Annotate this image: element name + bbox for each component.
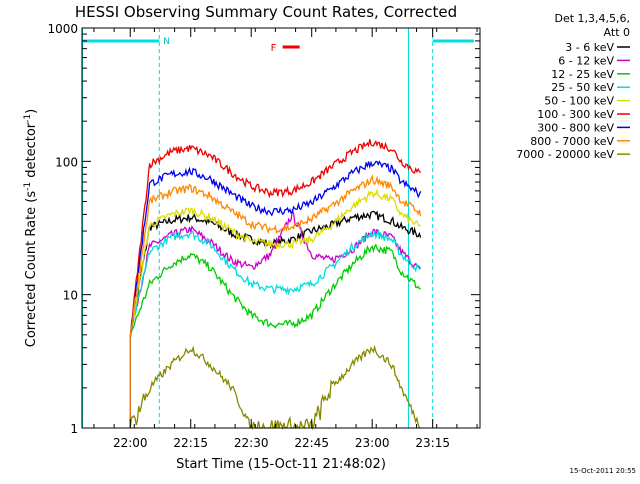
legend-label-1: 6 - 12 keV: [558, 54, 614, 67]
x-tick-label-4: 23:00: [355, 436, 390, 450]
y-tick-label-1: 10: [63, 289, 78, 303]
legend-label-5: 100 - 300 keV: [537, 108, 614, 121]
x-axis-label: Start Time (15-Oct-11 21:48:02): [176, 457, 386, 472]
y-tick-label-2: 100: [55, 155, 78, 169]
series-line-8: [129, 344, 421, 431]
y-tick-label-3: 1000: [47, 22, 78, 36]
series-line-7: [129, 174, 422, 428]
x-tick-label-0: 22:00: [113, 436, 148, 450]
legend-header-line1: Det 1,3,4,5,6,: [554, 12, 630, 25]
series-line-2: [129, 243, 421, 428]
x-tick-label-2: 22:30: [234, 436, 269, 450]
series-line-5: [129, 139, 422, 428]
chart-title: HESSI Observing Summary Count Rates, Cor…: [75, 3, 457, 21]
y-axis: 1 10 100 1000: [47, 22, 480, 436]
y-tick-label-0: 1: [70, 422, 78, 436]
y-axis-label: Corrected Count Rate (s-1 detector-1): [23, 109, 39, 347]
flare-label: F: [271, 43, 277, 54]
plot-area: NF: [82, 28, 474, 431]
legend-label-6: 300 - 800 keV: [537, 121, 614, 134]
legend-header-line2: Att 0: [604, 26, 630, 39]
series-line-6: [129, 160, 422, 428]
night-label: N: [163, 37, 170, 47]
series-line-3: [129, 229, 421, 428]
series-line-0: [129, 210, 422, 428]
y-axis-label-part3: ): [24, 109, 39, 114]
legend-label-0: 3 - 6 keV: [565, 41, 614, 54]
plot-frame: [81, 27, 481, 429]
y-axis-label-sup2: -1: [23, 114, 33, 123]
x-tick-label-1: 22:15: [173, 436, 208, 450]
legend-label-2: 12 - 25 keV: [551, 68, 614, 81]
legend-label-4: 50 - 100 keV: [544, 95, 614, 108]
generation-timestamp: 15-Oct-2011 20:55: [570, 467, 636, 475]
y-axis-label-part2: detector: [24, 122, 39, 182]
x-tick-label-5: 23:15: [415, 436, 450, 450]
legend-label-8: 7000 - 20000 keV: [516, 148, 614, 161]
x-axis: 22:00 22:15 22:30 22:45 23:00 23:15: [93, 28, 478, 450]
legend-label-3: 25 - 50 keV: [551, 81, 614, 94]
x-tick-label-3: 22:45: [294, 436, 329, 450]
legend-label-7: 800 - 7000 keV: [530, 135, 614, 148]
y-axis-label-sup1: -1: [23, 182, 33, 191]
y-axis-label-part1: Corrected Count Rate (s: [24, 191, 39, 348]
series-line-4: [129, 188, 421, 428]
